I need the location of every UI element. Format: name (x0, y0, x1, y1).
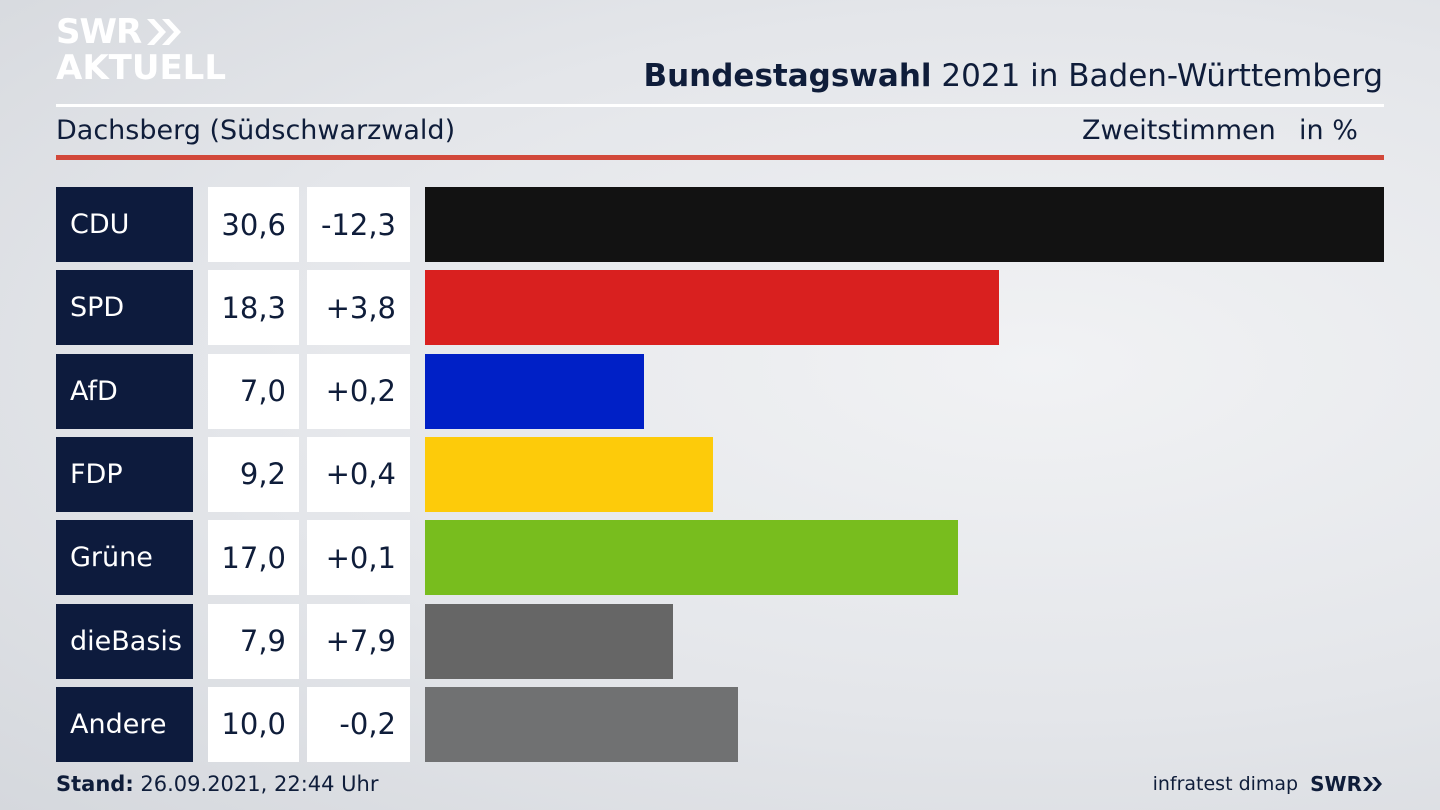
result-bar (425, 603, 673, 679)
footer-swr-text: SWR (1310, 772, 1362, 796)
vote-share-label: 18,3 (208, 270, 299, 346)
chart-row: SPD 18,3 +3,8 (0, 270, 1440, 346)
change-label: -0,2 (307, 686, 410, 762)
result-bar (425, 187, 1384, 262)
change-label: -12,3 (307, 187, 410, 262)
double-chevron-icon (147, 19, 182, 45)
header-divider (56, 104, 1384, 107)
swr-aktuell-logo: SWR AKTUELL (56, 14, 226, 86)
source-credit: infratest dimap (1152, 773, 1299, 795)
double-chevron-icon (1363, 777, 1382, 791)
change-label: +3,8 (307, 270, 410, 346)
accent-divider (56, 155, 1384, 160)
result-bar (425, 270, 999, 346)
vote-share-label: 9,2 (208, 436, 299, 512)
change-label: +7,9 (307, 603, 410, 679)
title-bold: Bundestagswahl (643, 58, 932, 94)
measure-label: Zweitstimmen (1082, 115, 1276, 146)
party-label: Andere (56, 686, 193, 762)
party-label: SPD (56, 270, 193, 346)
footer-swr-logo: SWR (1310, 772, 1384, 796)
change-label: +0,4 (307, 436, 410, 512)
stand-value: 26.09.2021, 22:44 Uhr (133, 772, 379, 796)
vote-share-label: 30,6 (208, 187, 299, 262)
change-label: +0,1 (307, 520, 410, 596)
chart-row: FDP 9,2 +0,4 (0, 436, 1440, 512)
party-label: AfD (56, 353, 193, 429)
result-bar (425, 520, 958, 596)
party-label: Grüne (56, 520, 193, 596)
footer-credits: infratest dimap SWR (1153, 772, 1384, 796)
chart-row: Andere 10,0 -0,2 (0, 686, 1440, 762)
unit-label: in % (1299, 115, 1358, 146)
chart-row: Grüne 17,0 +0,1 (0, 520, 1440, 596)
vote-share-label: 17,0 (208, 520, 299, 596)
stand-label: Stand: (56, 772, 134, 796)
title-rest: 2021 in Baden-Württemberg (931, 58, 1383, 94)
vote-share-label: 7,0 (208, 353, 299, 429)
vote-share-label: 7,9 (208, 603, 299, 679)
timestamp: Stand: 26.09.2021, 22:44 Uhr (56, 772, 379, 796)
result-bar (425, 353, 645, 429)
chart-row: AfD 7,0 +0,2 (0, 353, 1440, 429)
logo-swr-text: SWR (56, 12, 142, 52)
chart-row: CDU 30,6 -12,3 (0, 187, 1440, 262)
vote-share-label: 10,0 (208, 686, 299, 762)
result-bar (425, 686, 739, 762)
change-label: +0,2 (307, 353, 410, 429)
logo-aktuell-text: AKTUELL (56, 48, 227, 88)
party-label: dieBasis (56, 603, 193, 679)
party-label: FDP (56, 436, 193, 512)
region-subtitle: Dachsberg (Südschwarzwald) (56, 115, 456, 146)
chart-row: dieBasis 7,9 +7,9 (0, 603, 1440, 679)
result-bar (425, 436, 714, 512)
page-title: Bundestagswahl 2021 in Baden-Württemberg (643, 58, 1383, 94)
party-label: CDU (56, 187, 193, 262)
